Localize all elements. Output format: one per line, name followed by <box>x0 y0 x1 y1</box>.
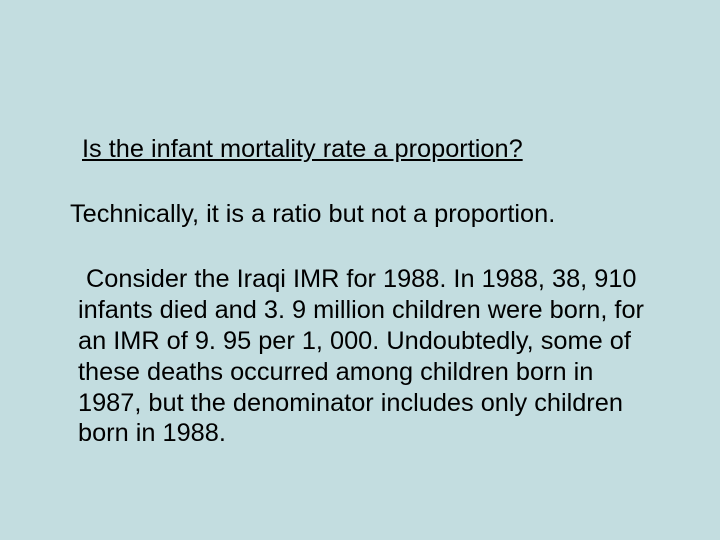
body-paragraph: Consider the Iraqi IMR for 1988. In 1988… <box>78 264 648 449</box>
slide: Is the infant mortality rate a proportio… <box>0 0 720 540</box>
answer-text: Technically, it is a ratio but not a pro… <box>70 199 660 231</box>
question-text: Is the infant mortality rate a proportio… <box>82 134 657 166</box>
